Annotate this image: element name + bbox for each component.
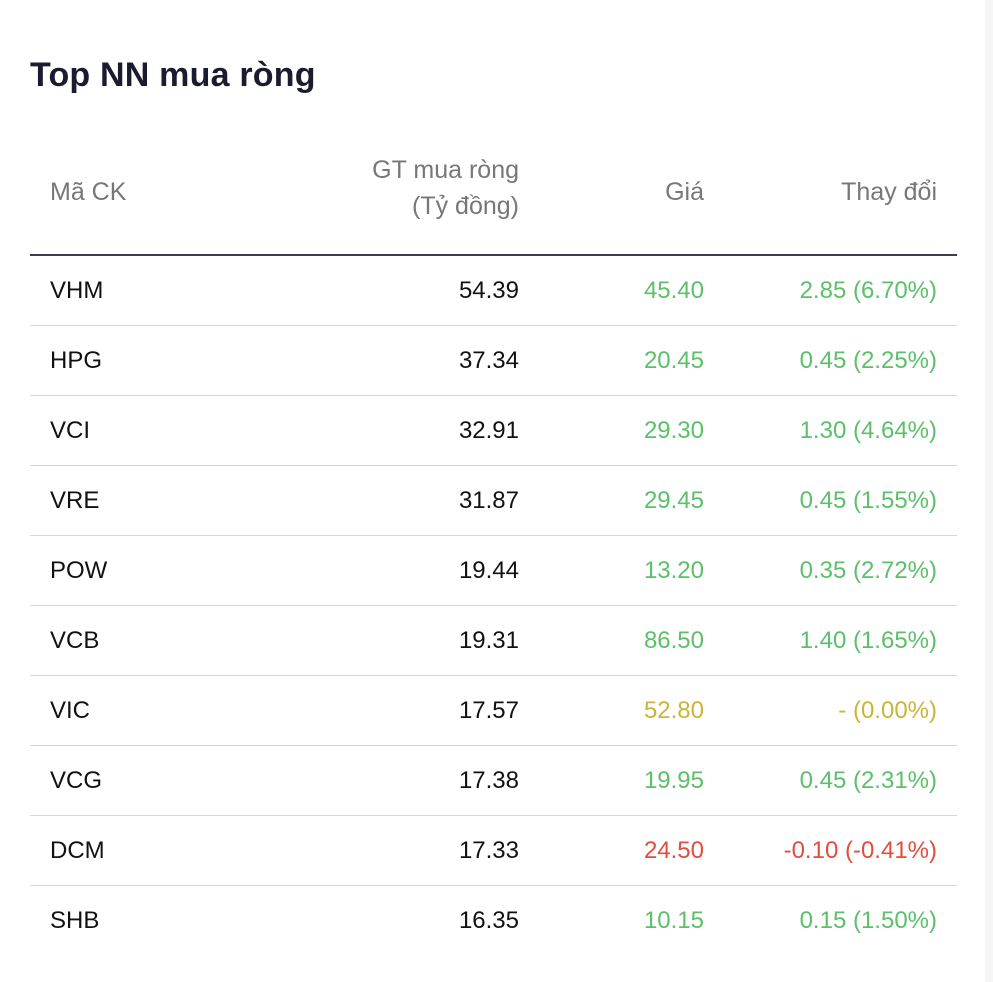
price-change: 0.45 (1.55%): [799, 487, 937, 514]
table-row[interactable]: VIC 17.57 52.80 - (0.00%): [30, 676, 957, 746]
price-change: 0.15 (1.50%): [799, 907, 937, 934]
table-header: Mã CK GT mua ròng (Tỷ đồng) Giá Thay đổi: [30, 140, 957, 256]
net-buy-value: 19.44: [458, 557, 519, 584]
column-header-change: Thay đổi: [841, 178, 937, 206]
table-row[interactable]: VHM 54.39 45.40 2.85 (6.70%): [30, 256, 957, 326]
net-buy-value: 17.38: [458, 767, 519, 794]
price-change: - (0.00%): [838, 697, 937, 724]
price: 10.15: [643, 907, 704, 934]
price: 86.50: [643, 627, 704, 654]
price-change: 0.35 (2.72%): [799, 557, 937, 584]
price-change: -0.10 (-0.41%): [783, 837, 937, 864]
table-row[interactable]: VCG 17.38 19.95 0.45 (2.31%): [30, 746, 957, 816]
table-row[interactable]: VCB 19.31 86.50 1.40 (1.65%): [30, 606, 957, 676]
price-change: 0.45 (2.31%): [799, 767, 937, 794]
price: 24.50: [643, 837, 704, 864]
net-buy-value: 54.39: [458, 277, 519, 304]
table-row[interactable]: POW 19.44 13.20 0.35 (2.72%): [30, 536, 957, 606]
price: 13.20: [643, 557, 704, 584]
stock-code[interactable]: DCM: [50, 837, 105, 864]
stock-code[interactable]: HPG: [50, 347, 103, 374]
net-buy-value: 32.91: [458, 417, 519, 444]
stock-code[interactable]: VHM: [50, 277, 104, 304]
price-change: 2.85 (6.70%): [799, 277, 937, 304]
column-header-code: Mã CK: [50, 178, 127, 206]
table-row[interactable]: SHB 16.35 10.15 0.15 (1.50%): [30, 886, 957, 955]
price: 52.80: [643, 697, 704, 724]
price-change: 1.40 (1.65%): [799, 627, 937, 654]
net-buy-table: Mã CK GT mua ròng (Tỷ đồng) Giá Thay đổi…: [30, 140, 957, 955]
table-row[interactable]: VCI 32.91 29.30 1.30 (4.64%): [30, 396, 957, 466]
table-row[interactable]: HPG 37.34 20.45 0.45 (2.25%): [30, 326, 957, 396]
net-buy-value: 31.87: [458, 487, 519, 514]
stock-code[interactable]: VCI: [50, 417, 91, 444]
stock-code[interactable]: VCG: [50, 767, 103, 794]
price: 20.45: [643, 347, 704, 374]
scrollbar-track: [985, 0, 993, 982]
price: 19.95: [643, 767, 704, 794]
stock-code[interactable]: SHB: [50, 907, 100, 934]
column-header-net-buy-value-line1: GT mua ròng: [372, 156, 519, 184]
column-header-price: Giá: [665, 178, 704, 206]
table-row[interactable]: VRE 31.87 29.45 0.45 (1.55%): [30, 466, 957, 536]
price-change: 0.45 (2.25%): [799, 347, 937, 374]
price: 45.40: [643, 277, 704, 304]
price: 29.45: [643, 487, 704, 514]
column-header-net-buy-value: GT mua ròng (Tỷ đồng): [372, 152, 519, 224]
table-row[interactable]: DCM 17.33 24.50 -0.10 (-0.41%): [30, 816, 957, 886]
net-buy-value: 37.34: [458, 347, 519, 374]
table-body: VHM 54.39 45.40 2.85 (6.70%) HPG 37.34 2…: [30, 256, 957, 955]
stock-code[interactable]: VIC: [50, 697, 91, 724]
net-buy-value: 16.35: [458, 907, 519, 934]
price-change: 1.30 (4.64%): [799, 417, 937, 444]
net-buy-value: 19.31: [458, 627, 519, 654]
card-title: Top NN mua ròng: [30, 56, 316, 94]
stock-code[interactable]: POW: [50, 557, 108, 584]
column-header-net-buy-value-unit: (Tỷ đồng): [412, 192, 519, 220]
stock-code[interactable]: VCB: [50, 627, 100, 654]
net-buy-value: 17.33: [458, 837, 519, 864]
net-buy-value: 17.57: [458, 697, 519, 724]
price: 29.30: [643, 417, 704, 444]
stock-code[interactable]: VRE: [50, 487, 100, 514]
